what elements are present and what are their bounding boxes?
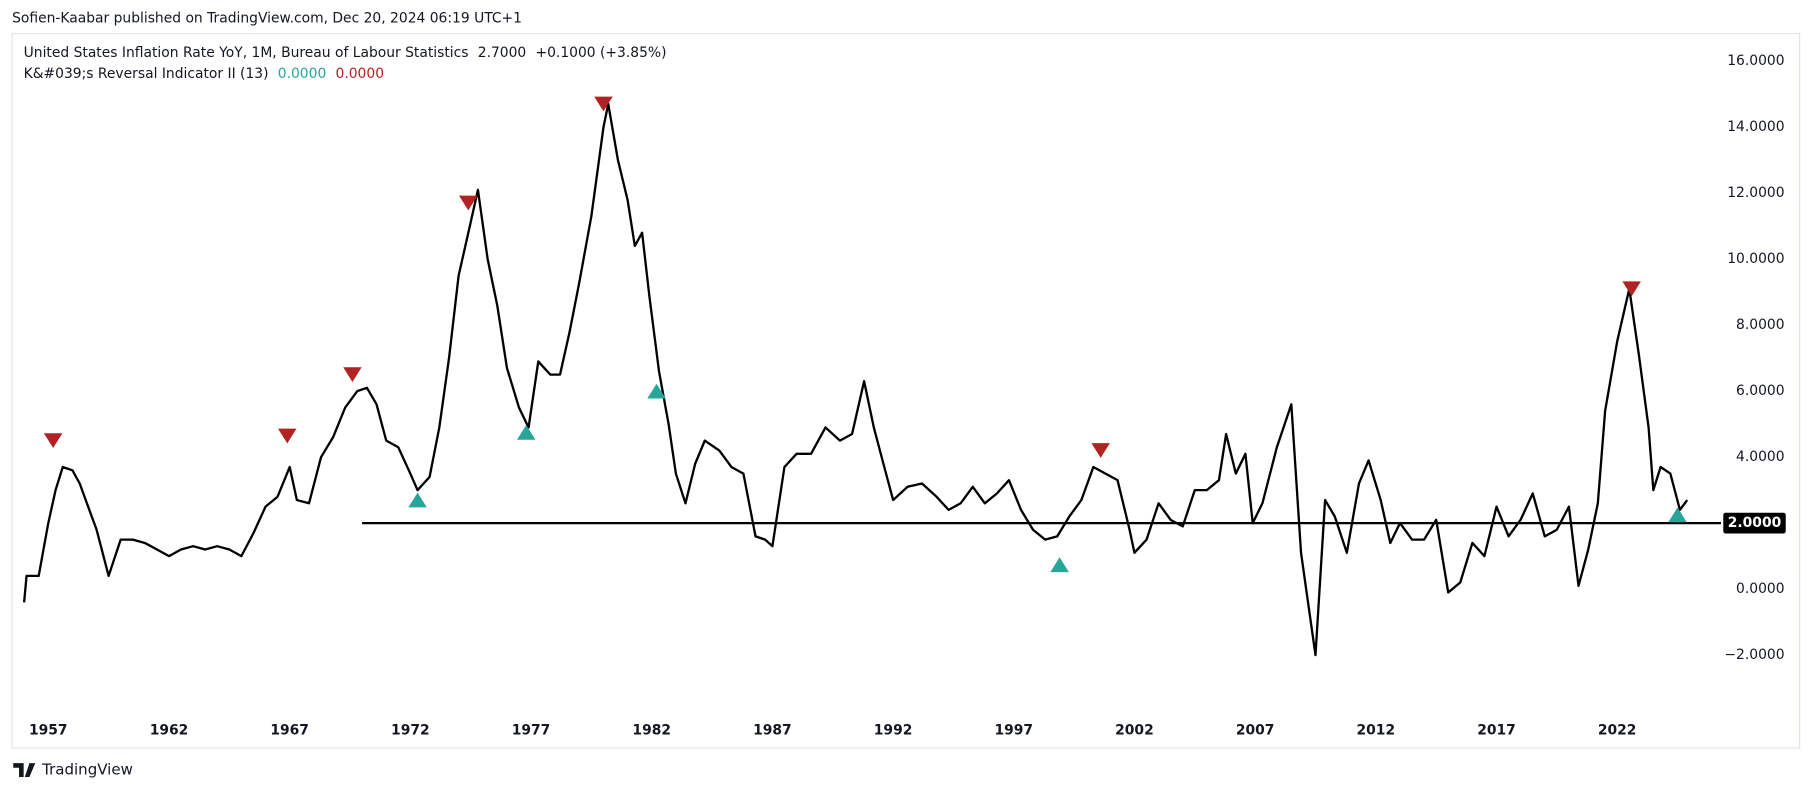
indicator-value: 0.0000 [278,66,327,82]
signal-marker [1091,443,1110,458]
x-tick-label: 1997 [994,723,1033,739]
level-label: 2.0000 [1728,515,1781,531]
chart-frame [11,32,1801,749]
y-tick-label: 16.0000 [1727,53,1784,69]
signal-marker [1668,507,1687,523]
signal-marker [459,195,478,211]
signal-marker [1050,557,1069,573]
level-badge [1723,512,1786,534]
indicator-value: 0.0000 [336,66,385,82]
y-tick-label: −2.0000 [1724,647,1784,663]
x-tick-label: 2012 [1357,723,1396,739]
x-tick-label: 2002 [1115,723,1154,739]
x-tick-label: 2007 [1236,723,1275,739]
x-tick-label: 2017 [1477,723,1516,739]
x-tick-label: 1967 [270,723,309,739]
brand-logo [13,763,36,777]
line-series [22,102,1689,657]
y-tick-label: 4.0000 [1736,449,1785,465]
x-tick-label: 1992 [874,723,913,739]
x-tick-label: 1987 [753,723,792,739]
y-tick-label: 0.0000 [1736,581,1785,597]
x-tick-label: 1982 [632,723,671,739]
attribution: Sofien-Kaabar published on TradingView.c… [12,10,522,26]
signal-marker [1622,281,1641,297]
y-tick-label: 14.0000 [1727,119,1784,135]
signal-marker [516,424,536,440]
last-value: 2.7000 [478,45,527,61]
signal-marker [594,96,613,112]
x-tick-label: 1962 [150,723,189,739]
signal-marker [43,433,63,449]
x-tick-label: 1957 [29,723,68,739]
indicator-name: K&#039;s Reversal Indicator II (13) [24,66,269,82]
signal-marker [278,428,297,444]
y-tick-label: 10.0000 [1727,251,1784,267]
legend: United States Inflation Rate YoY, 1M, Bu… [24,45,667,82]
signal-marker [408,492,427,508]
y-tick-label: 12.0000 [1727,185,1784,201]
signal-marker [343,367,362,383]
x-tick-label: 1977 [512,723,551,739]
brand: TradingView [41,761,133,779]
y-tick-label: 8.0000 [1736,317,1785,333]
change: +0.1000 (+3.85%) [536,45,667,61]
signal-marker [647,383,666,399]
series-name: United States Inflation Rate YoY, 1M, Bu… [24,45,469,61]
x-tick-label: 2022 [1598,723,1637,739]
x-tick-label: 1972 [391,723,430,739]
y-tick-label: 6.0000 [1736,383,1785,399]
